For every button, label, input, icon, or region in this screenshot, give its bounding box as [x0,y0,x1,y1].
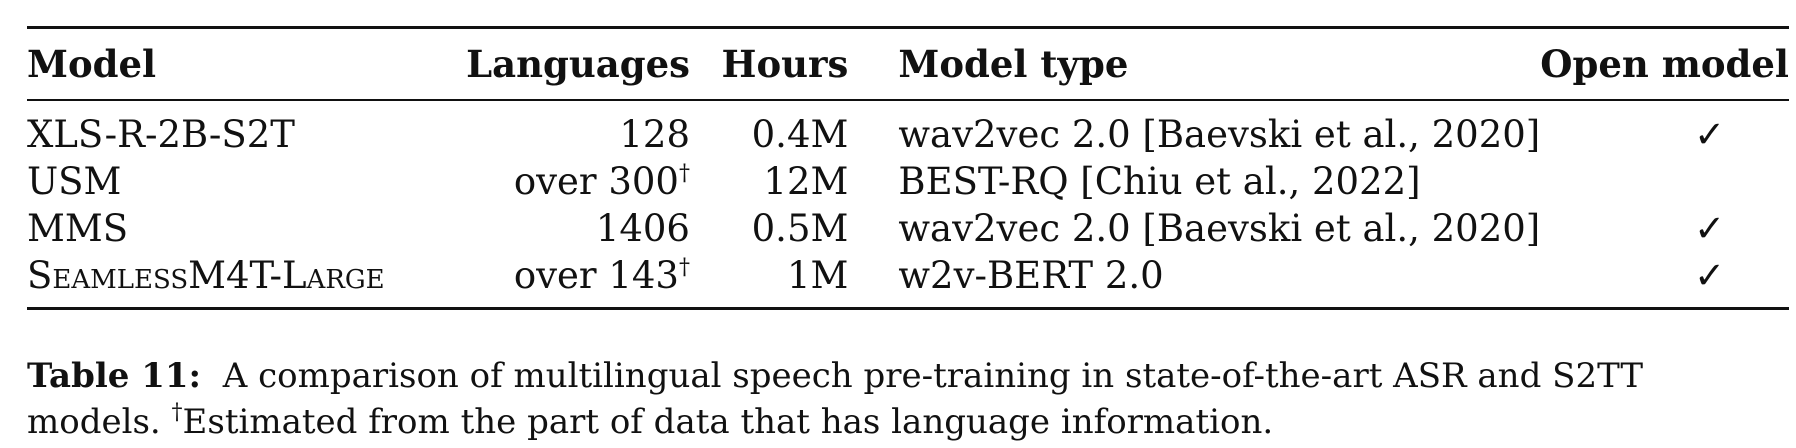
languages-value: 1406 [595,207,690,250]
comparison-table-container: Model Languages Hours Model type Open mo… [27,26,1789,310]
cell-model: USM [27,160,122,203]
cell-hours: 0.5M [751,207,849,250]
header-open-model: Open model [1540,41,1789,86]
cell-model: XLS-R-2B-S2T [27,113,295,156]
table-caption: Table 11: A comparison of multilingual s… [27,353,1772,445]
checkmark-icon: ✓ [1694,207,1726,250]
cell-model-type: wav2vec 2.0 [Baevski et al., 2020] [898,113,1541,156]
cell-model: MMS [27,207,129,250]
table-row: XLS-R-2B-S2T 128 0.4M wav2vec 2.0 [Baevs… [27,100,1789,158]
footnote-mark: † [171,400,183,425]
caption-text: A comparison of multilingual speech pre-… [27,356,1644,442]
table-row: MMS 1406 0.5M wav2vec 2.0 [Baevski et al… [27,205,1789,252]
cell-languages: over 143† [452,252,690,309]
cell-model-type: w2v-BERT 2.0 [898,254,1164,297]
footnote-mark: † [678,255,690,280]
cell-model-type: wav2vec 2.0 [Baevski et al., 2020] [898,207,1541,250]
header-model-type: Model type [898,41,1129,86]
header-model: Model [27,41,157,86]
cell-languages: 128 [452,100,690,158]
header-languages: Languages [466,41,690,86]
comparison-table: Model Languages Hours Model type Open mo… [27,26,1789,310]
cell-model-type: BEST-RQ [Chiu et al., 2022] [898,160,1421,203]
checkmark-icon: ✓ [1694,113,1726,156]
languages-value: over 300 [513,160,679,203]
table-row: SeamlessM4T-Large over 143† 1M w2v-BERT … [27,252,1789,309]
languages-value: 128 [619,113,690,156]
caption-label: Table 11: [27,356,202,396]
cell-languages: 1406 [452,205,690,252]
header-hours: Hours [721,41,849,86]
caption-footnote: Estimated from the part of data that has… [182,402,1274,442]
cell-languages: over 300† [452,158,690,205]
cell-hours: 0.4M [751,113,849,156]
languages-value: over 143 [513,254,679,297]
table-row: USM over 300† 12M BEST-RQ [Chiu et al., … [27,158,1789,205]
table-header-row: Model Languages Hours Model type Open mo… [27,27,1789,100]
cell-hours: 1M [786,254,849,297]
checkmark-icon [1540,158,1789,205]
checkmark-icon: ✓ [1694,254,1726,297]
cell-hours: 12M [763,160,849,203]
cell-model: SeamlessM4T-Large [27,254,385,297]
footnote-mark: † [678,161,690,186]
